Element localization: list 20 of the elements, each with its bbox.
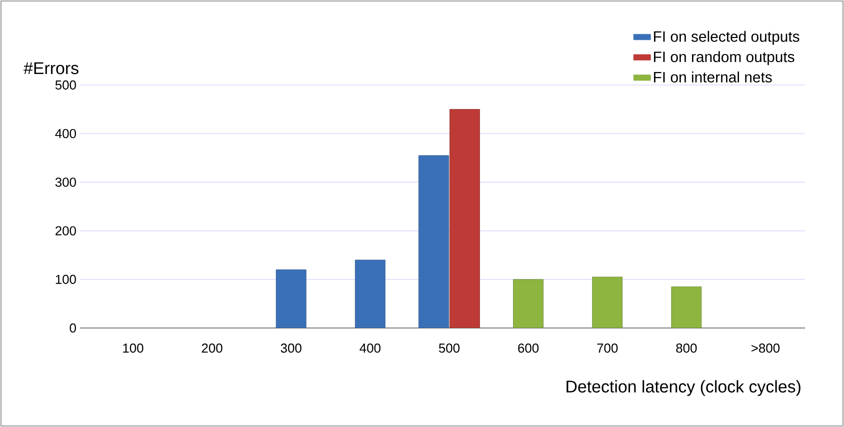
legend-label: FI on internal nets [654,71,772,82]
y-tick-label: 500 [55,80,76,90]
x-axis-title: Detection latency (clock cycles) [566,380,800,396]
y-axis-title: #Errors [24,62,78,74]
x-tick-label: 100 [123,344,144,353]
y-tick-label: 400 [55,129,76,138]
x-tick-label: 800 [676,344,697,353]
y-tick-label: 100 [56,274,76,284]
x-tick-label: 500 [438,344,460,353]
y-tick-label: 0 [70,323,76,333]
y-tick-label: 300 [55,178,76,187]
x-tick-label: 600 [518,344,539,353]
x-tick-label: 200 [202,344,222,353]
legend-label: FI on selected outputs [654,30,800,45]
legend-label: FI on random outputs [654,51,794,66]
x-tick-label: 300 [280,344,302,353]
x-tick-label: 400 [360,344,380,353]
x-tick-label: 700 [597,344,618,353]
x-tick-label: >800 [752,344,780,353]
y-tick-label: 200 [56,226,76,236]
